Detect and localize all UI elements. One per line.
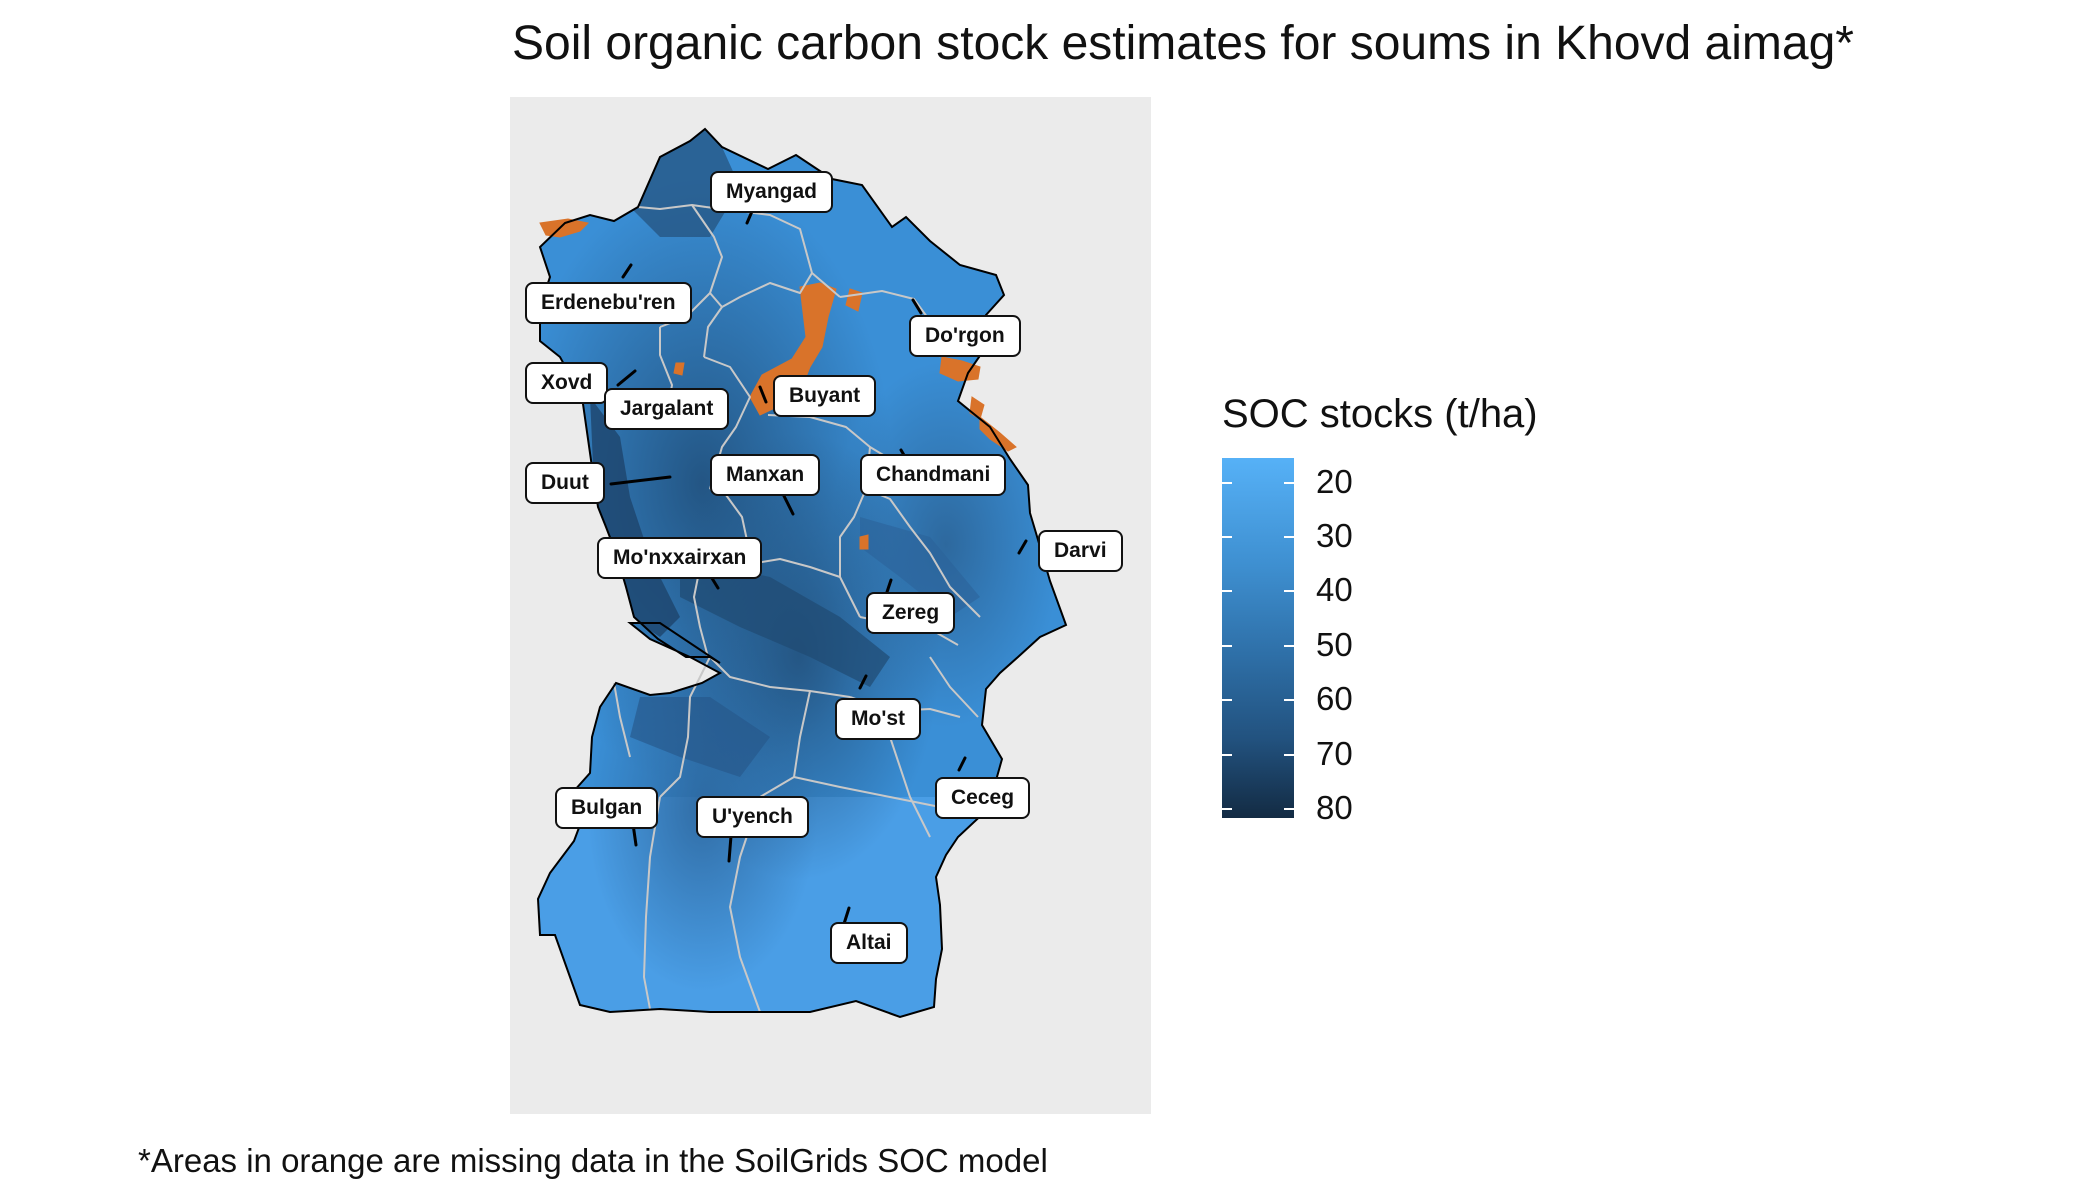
soc-raster (538, 129, 1066, 1017)
soum-label-darvi: Darvi (1038, 530, 1123, 572)
legend-colorbar (1222, 458, 1294, 818)
soum-label-myangad: Myangad (710, 171, 834, 213)
legend-title: SOC stocks (t/ha) (1222, 392, 1538, 436)
legend-label: 60 (1316, 680, 1353, 717)
soum-label-erdeneburen: Erdenebu'ren (525, 282, 692, 324)
map-caption: *Areas in orange are missing data in the… (138, 1142, 1048, 1179)
soum-label-dorgon: Do'rgon (909, 315, 1021, 357)
soum-label-uyench: U'yench (696, 796, 809, 838)
soum-label-duut: Duut (525, 462, 605, 504)
soum-label-monxxairxan: Mo'nxxairxan (597, 537, 763, 579)
legend-label: 80 (1316, 789, 1353, 826)
soum-label-zereg: Zereg (866, 592, 956, 634)
soum-label-chandmani: Chandmani (860, 454, 1007, 496)
soum-label-xovd: Xovd (525, 362, 609, 404)
legend-label: 40 (1316, 571, 1353, 608)
legend-label: 20 (1316, 463, 1353, 500)
legend-label: 30 (1316, 517, 1353, 554)
legend-label: 50 (1316, 626, 1353, 663)
soum-label-bulgan: Bulgan (555, 787, 659, 829)
soum-label-jargalant: Jargalant (604, 388, 730, 430)
legend-label: 70 (1316, 735, 1353, 772)
soum-label-most: Mo'st (835, 698, 921, 740)
khovd-map (537, 128, 1067, 1018)
soum-label-buyant: Buyant (773, 375, 877, 417)
soum-label-altai: Altai (830, 922, 908, 964)
map-title: Soil organic carbon stock estimates for … (512, 17, 1854, 70)
soum-label-manxan: Manxan (710, 454, 821, 496)
soum-label-ceceg: Ceceg (935, 777, 1031, 819)
map-panel: Myangad Erdenebu'ren Do'rgon Xovd Jargal… (510, 97, 1151, 1114)
